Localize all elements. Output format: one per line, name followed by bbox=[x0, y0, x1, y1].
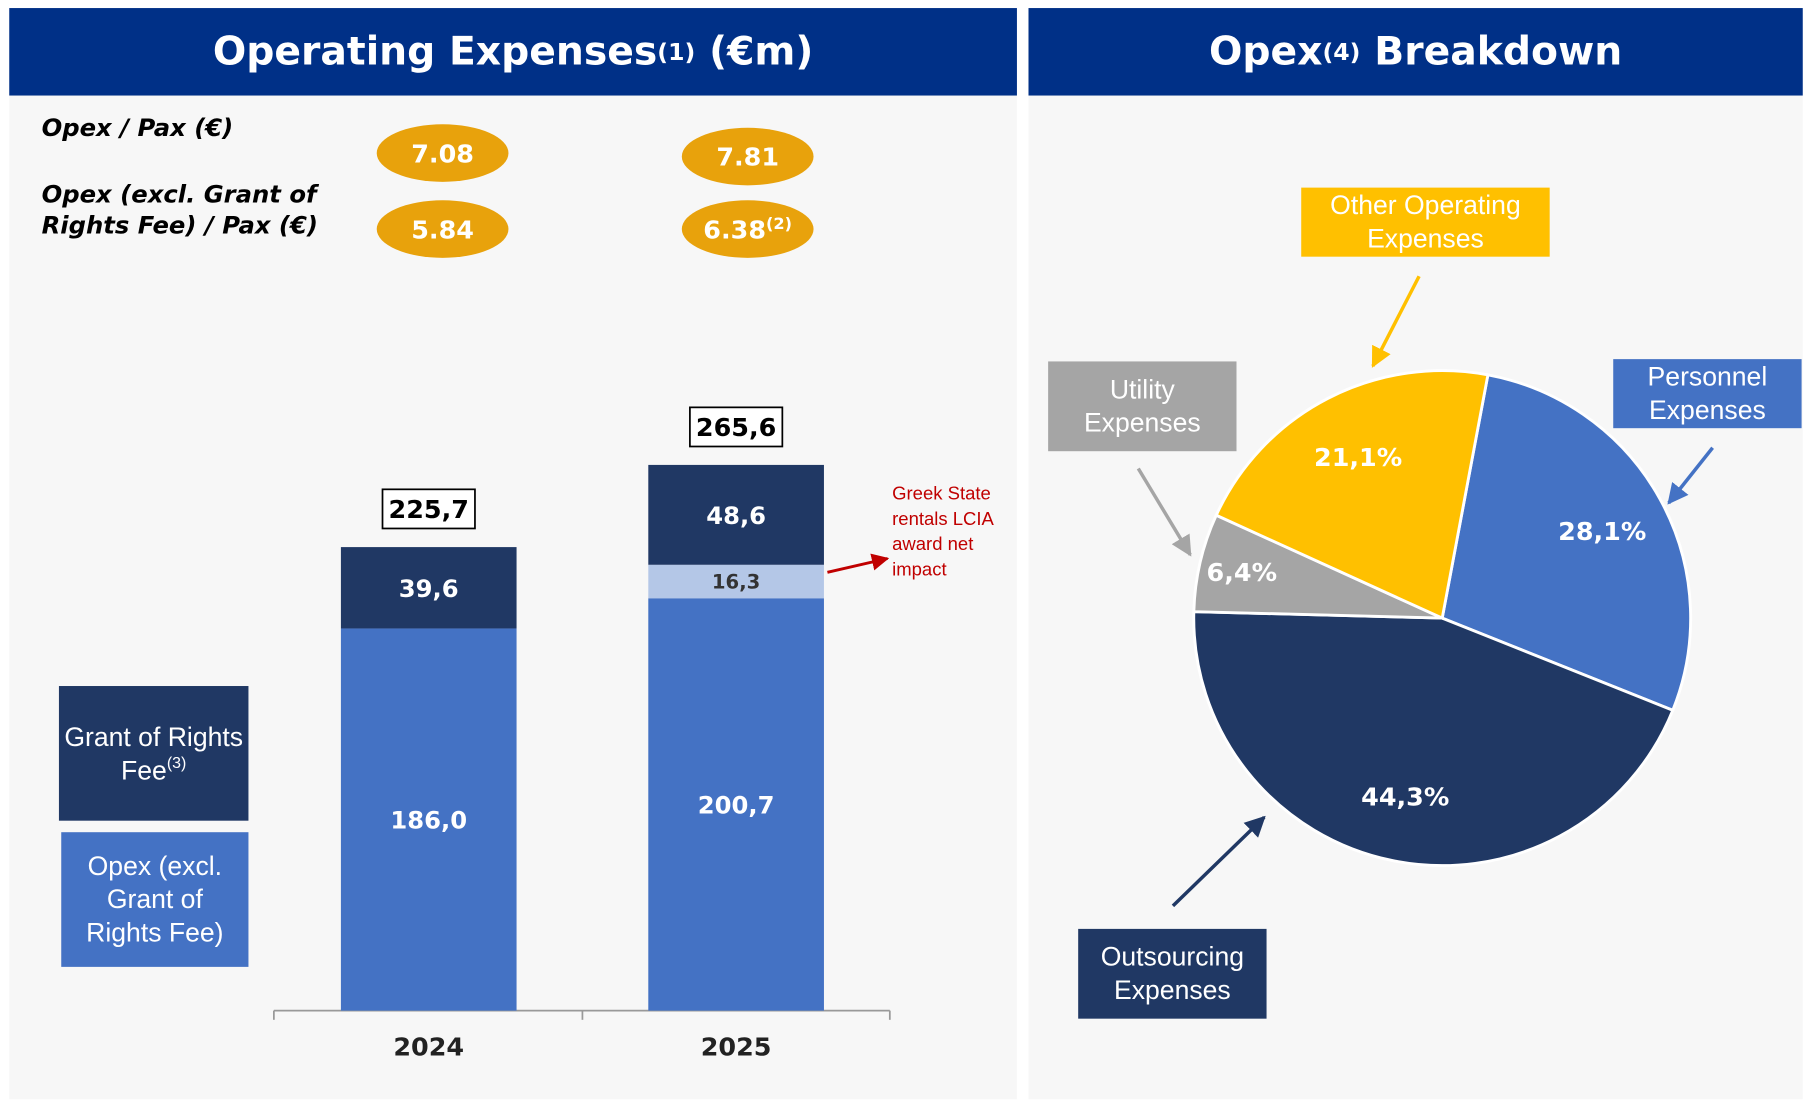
legend-label: Grant of Rights Fee bbox=[64, 721, 244, 785]
bar-segment bbox=[340, 547, 517, 629]
metric-value-text: 5.84 bbox=[411, 214, 474, 244]
metric-value: 7.08 bbox=[411, 138, 474, 168]
total-box bbox=[689, 406, 784, 448]
legend-label: Opex (excl. Grant of Rights Fee) bbox=[86, 851, 224, 948]
value-label: 200,7 bbox=[698, 792, 775, 820]
pie-slice bbox=[1214, 369, 1490, 621]
pie-slice bbox=[1192, 610, 1675, 867]
x-tick-label: 2025 bbox=[701, 1032, 772, 1062]
arrow bbox=[1371, 275, 1421, 368]
slice-label: 28,1% bbox=[1558, 516, 1646, 546]
metric-badge bbox=[376, 124, 509, 182]
arrow bbox=[1667, 446, 1714, 505]
title-unit: Breakdown bbox=[1374, 28, 1623, 75]
metric-badge bbox=[376, 200, 509, 258]
legend-note: (3) bbox=[166, 753, 187, 772]
metric-badge bbox=[681, 127, 814, 186]
legend-text: Grant of Rights Fee(3) bbox=[64, 720, 244, 786]
metric-label: Opex / Pax (€) bbox=[41, 113, 234, 142]
x-tick-label: 2024 bbox=[393, 1032, 464, 1062]
metric-badge bbox=[681, 200, 814, 258]
title: Opex bbox=[1208, 28, 1323, 75]
title-unit: (€m) bbox=[709, 28, 814, 75]
metric-value-text: 7.81 bbox=[716, 142, 779, 172]
total-box bbox=[381, 488, 476, 530]
bar-segment bbox=[340, 628, 517, 1011]
panel-header: Operating Expenses (1) (€m) bbox=[9, 8, 1017, 96]
pie-slice bbox=[1440, 373, 1693, 713]
title: Operating Expenses bbox=[212, 28, 658, 75]
total-label: 225,7 bbox=[389, 494, 469, 524]
panel-header: Opex (4) Breakdown bbox=[1028, 8, 1803, 96]
category-label: Utility Expenses bbox=[1048, 361, 1237, 452]
bar-segment bbox=[648, 464, 824, 565]
bar-segment bbox=[648, 598, 824, 1011]
value-label: 48,6 bbox=[706, 502, 766, 530]
legend-item: Opex (excl. Grant of Rights Fee) bbox=[61, 832, 249, 967]
metric-value: 5.84 bbox=[411, 214, 474, 244]
value-label: 186,0 bbox=[390, 807, 467, 835]
arrow bbox=[1171, 815, 1266, 908]
metric-value-text: 6.38 bbox=[703, 214, 766, 244]
arrow bbox=[827, 553, 890, 574]
bar-segment bbox=[648, 564, 824, 599]
category-label: Outsourcing Expenses bbox=[1078, 928, 1267, 1019]
arrow bbox=[1136, 467, 1192, 557]
metric-value: 6.38(2) bbox=[703, 214, 792, 244]
slice-label: 21,1% bbox=[1314, 442, 1402, 472]
category-label: Personnel Expenses bbox=[1613, 359, 1802, 429]
metric-label: Opex (excl. Grant of Rights Fee) / Pax (… bbox=[41, 180, 319, 240]
value-label: 16,3 bbox=[712, 570, 760, 593]
annotation: Greek State rentals LCIA award net impac… bbox=[892, 484, 993, 580]
slice-label: 44,3% bbox=[1361, 781, 1449, 811]
metric-value: 7.81 bbox=[716, 142, 779, 172]
slice-label: 6,4% bbox=[1207, 557, 1277, 587]
legend-item: Grant of Rights Fee(3) bbox=[58, 686, 249, 821]
metric-value-text: 7.08 bbox=[411, 138, 474, 168]
category-label: Other Operating Expenses bbox=[1301, 187, 1550, 257]
total-label: 265,6 bbox=[696, 412, 776, 442]
value-label: 39,6 bbox=[399, 575, 459, 603]
legend-text: Opex (excl. Grant of Rights Fee) bbox=[66, 850, 244, 949]
metric-note: (2) bbox=[766, 214, 792, 233]
